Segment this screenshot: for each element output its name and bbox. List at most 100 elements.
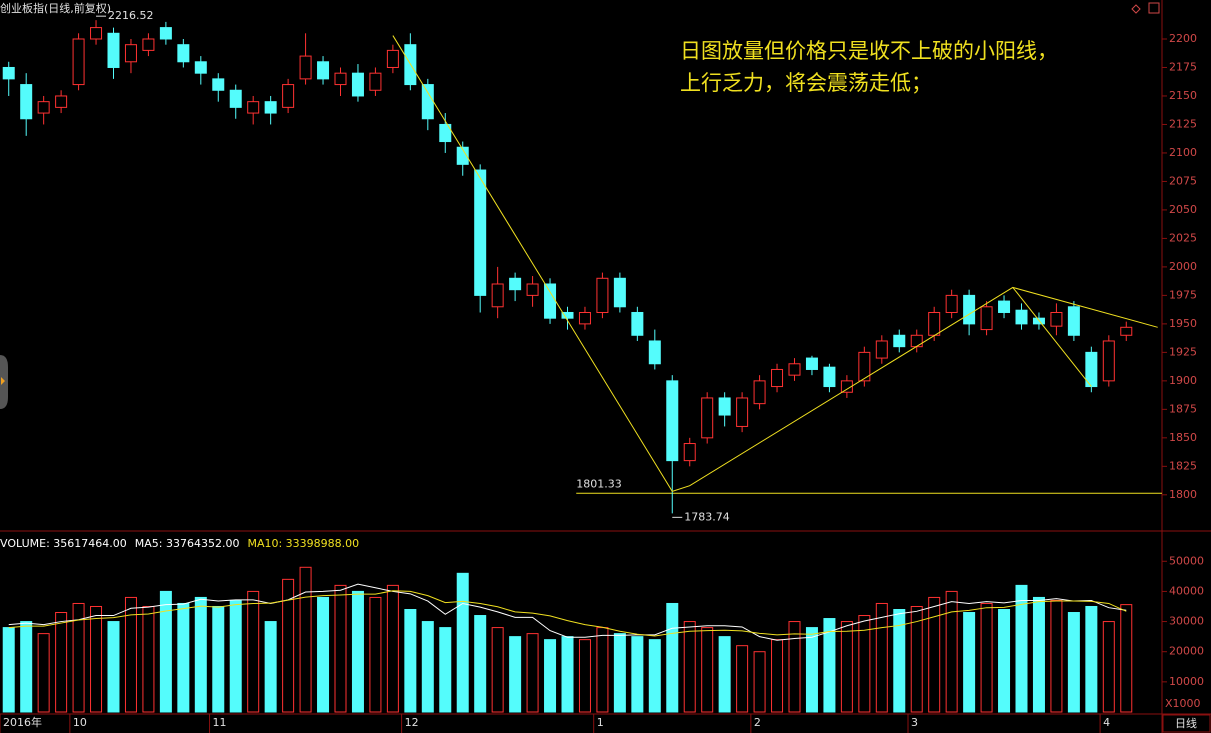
volume-bar [1120, 604, 1133, 713]
volume-bar [20, 621, 33, 713]
volume-bar [771, 639, 784, 713]
candle-body [526, 283, 539, 296]
candle-body [683, 443, 696, 462]
volume-bar [666, 602, 679, 713]
y-tick-label: 1800 [1169, 488, 1197, 501]
volume-bar [509, 636, 522, 713]
candle-body [107, 32, 120, 68]
y-tick-label: 1875 [1169, 402, 1197, 415]
y-tick-label: 2125 [1169, 117, 1197, 130]
candle-body [666, 380, 679, 462]
volume-bar [753, 651, 766, 713]
volume-bar [317, 596, 330, 713]
volume-bar [561, 636, 574, 713]
ma-line [8, 583, 1127, 641]
y-tick-label: 2175 [1169, 60, 1197, 73]
volume-bar [72, 602, 85, 713]
candle-body [142, 38, 155, 51]
candle-body [701, 397, 714, 439]
volume-bar [945, 590, 958, 713]
volume-bar [718, 636, 731, 713]
high-label: 2216.52 [108, 9, 153, 22]
candle-body [1067, 306, 1080, 336]
x-tick-label: 2 [754, 716, 761, 729]
trend-line [1012, 287, 1092, 387]
y-tick-label: 1950 [1169, 317, 1197, 330]
icon[interactable] [1131, 4, 1141, 14]
low-label: 1783.74 [684, 510, 730, 523]
volume-bar [1050, 599, 1063, 713]
candle-body [613, 277, 626, 308]
candle-body [788, 363, 801, 376]
volume-bar [1102, 621, 1115, 713]
candle-body [55, 95, 68, 108]
candle-body [561, 311, 574, 319]
icon[interactable] [1148, 2, 1160, 14]
y-tick-label: 2000 [1169, 260, 1197, 273]
volume-bar [648, 639, 661, 713]
x-tick-label: 1 [597, 716, 604, 729]
volume-bar [613, 633, 626, 713]
volume-bar [736, 645, 749, 713]
volume-bar [980, 602, 993, 713]
y-tick-label: 40000 [1169, 584, 1204, 597]
volume-bar [421, 621, 434, 713]
candle-body [37, 101, 50, 114]
y-tick-label: 1900 [1169, 374, 1197, 387]
volume-bar [875, 602, 888, 713]
volume-bar [683, 621, 696, 713]
reference-label: 1801.33 [576, 477, 622, 490]
volume-bar [194, 596, 207, 713]
candle-body [351, 72, 364, 97]
volume-bar [2, 627, 15, 713]
volume-bar [404, 609, 417, 713]
candle-body [229, 89, 242, 108]
candle-body [1015, 309, 1028, 325]
period-box [1162, 714, 1211, 733]
volume-bar [578, 639, 591, 713]
volume-bar [299, 566, 312, 713]
y-tick-label: 1925 [1169, 345, 1197, 358]
candle-body [474, 169, 487, 296]
y-tick-label: 1850 [1169, 431, 1197, 444]
volume-bar [90, 605, 103, 713]
candle-body [177, 44, 190, 63]
candle-body [893, 334, 906, 348]
volume-bar [264, 621, 277, 713]
candle-body [736, 397, 749, 427]
volume-bar [858, 615, 871, 713]
volume-bar [596, 627, 609, 713]
candle-body [72, 38, 85, 86]
volume-bar [247, 590, 260, 713]
y-tick-label: 2200 [1169, 32, 1197, 45]
volume-bar [369, 596, 382, 713]
candle-body [159, 27, 172, 40]
candle-body [596, 277, 609, 313]
candle-body [963, 294, 976, 325]
candle-body [282, 84, 295, 108]
candle-body [718, 397, 731, 416]
volume-bar [351, 590, 364, 713]
y-tick-label: 2150 [1169, 89, 1197, 102]
volume-bar [1015, 584, 1028, 713]
candle-body [648, 340, 661, 365]
volume-bar [1085, 605, 1098, 713]
candle-body [456, 146, 469, 165]
candle-body [20, 84, 33, 120]
candle-body [823, 366, 836, 388]
volume-bar [928, 596, 941, 713]
x-tick-label: 10 [73, 716, 87, 729]
volume-bar [963, 612, 976, 713]
chart-title: 创业板指(日线,前复权) [0, 1, 111, 15]
candle-body [491, 283, 504, 308]
volume-bar [840, 621, 853, 713]
candle-body [998, 300, 1011, 313]
candle-body [945, 294, 958, 313]
x-tick-label: 12 [405, 716, 419, 729]
volume-bar [544, 639, 557, 713]
y-tick-label: 1825 [1169, 459, 1197, 472]
y-tick-label: 20000 [1169, 645, 1204, 658]
candle-body [247, 101, 260, 114]
x-tick-label: 11 [213, 716, 227, 729]
